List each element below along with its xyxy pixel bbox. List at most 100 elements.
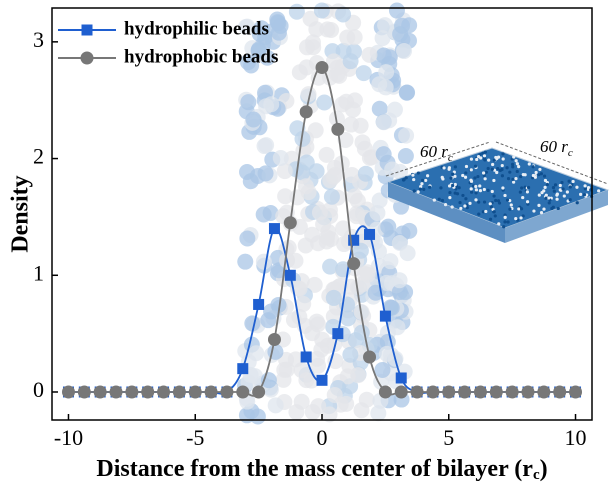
inset-bead — [483, 177, 487, 181]
legend-label: hydrophobic beads — [124, 46, 278, 67]
inset-bead — [484, 170, 488, 174]
inset-bead — [550, 206, 554, 211]
y-axis-label: Density — [8, 175, 34, 252]
inset-bead — [525, 200, 530, 204]
data-point — [61, 385, 75, 399]
legend-marker — [80, 51, 94, 65]
inset-bead — [552, 189, 556, 193]
data-point — [410, 385, 424, 399]
dimension-sub: c — [568, 147, 573, 159]
inset-bead — [531, 165, 535, 169]
inset-bead — [464, 171, 468, 175]
inset-bead — [473, 164, 478, 168]
bead — [397, 147, 414, 164]
bead — [313, 2, 330, 19]
bead — [237, 253, 254, 270]
inset-bead — [544, 196, 548, 200]
data-point — [331, 122, 345, 136]
inset-bead — [537, 203, 541, 207]
data-point — [236, 385, 250, 399]
inset-bead — [475, 157, 479, 162]
data-point — [394, 385, 408, 399]
data-point — [268, 223, 280, 235]
inset-bead — [526, 202, 530, 206]
bead — [272, 149, 289, 166]
inset-bead — [453, 182, 457, 187]
inset-bead — [491, 207, 495, 211]
data-point — [315, 61, 329, 75]
inset-bead — [481, 171, 486, 175]
inset-bead — [495, 156, 499, 161]
inset-bead — [508, 207, 512, 211]
inset-bead — [561, 187, 565, 191]
inset-bead — [597, 189, 601, 193]
bead — [380, 218, 397, 235]
inset-bead — [498, 168, 502, 172]
inset-bead — [451, 172, 455, 176]
bead — [325, 168, 342, 185]
inset-bead — [461, 173, 465, 178]
inset-bead — [404, 176, 408, 180]
inset-bead — [453, 165, 457, 169]
inset-bead — [474, 198, 478, 202]
bead — [308, 313, 325, 330]
data-point — [316, 374, 328, 386]
inset-bead — [508, 170, 512, 174]
bead — [318, 146, 335, 163]
bead — [247, 368, 264, 385]
bead — [306, 276, 323, 293]
inset-bead — [531, 173, 535, 178]
inset-bead — [497, 222, 501, 226]
bead — [316, 94, 333, 111]
dimension-sub: c — [448, 152, 453, 164]
inset-bead — [476, 174, 480, 179]
inset-bead — [547, 196, 551, 200]
bead — [377, 17, 394, 34]
inset-bead — [474, 184, 478, 189]
membrane-side — [388, 182, 505, 243]
inset-bead — [506, 177, 511, 181]
bead — [374, 30, 391, 47]
bead — [357, 165, 374, 182]
data-point — [172, 385, 186, 399]
legend-label: hydrophilic beads — [124, 18, 269, 39]
dimension-text: 60 r — [420, 142, 448, 161]
bead — [244, 315, 261, 332]
inset-membrane: 60 rc 60 rc — [385, 137, 610, 243]
inset-bead — [518, 190, 522, 194]
inset-bead — [534, 170, 538, 175]
inset-bead — [419, 185, 423, 189]
dimension-label: 60 rc — [420, 142, 453, 164]
inset-bead — [543, 178, 548, 183]
bead — [300, 184, 317, 201]
y-tick-label: 2 — [33, 144, 44, 169]
x-tick-label: -10 — [54, 425, 83, 450]
x-label-text: ) — [540, 456, 548, 482]
inset-bead — [447, 167, 451, 171]
bead — [344, 101, 361, 118]
inset-bead — [449, 176, 453, 180]
data-point — [267, 332, 281, 346]
inset-bead — [481, 151, 485, 155]
inset-bead — [543, 185, 547, 189]
inset-bead — [459, 206, 463, 211]
bead — [310, 235, 327, 252]
y-tick-label: 1 — [33, 260, 44, 285]
inset-bead — [501, 152, 505, 156]
bead — [337, 132, 354, 149]
inset-bead — [514, 217, 518, 221]
inset-bead — [477, 212, 481, 216]
inset-bead — [510, 162, 515, 166]
inset-bead — [517, 207, 521, 211]
data-point — [157, 385, 171, 399]
bead — [352, 242, 369, 259]
inset-bead — [503, 220, 507, 224]
bead — [245, 111, 262, 128]
bead — [297, 237, 314, 254]
bead — [256, 138, 273, 155]
inset-bead — [490, 189, 494, 194]
inset-bead — [492, 178, 496, 183]
data-point — [489, 385, 503, 399]
inset-bead — [515, 162, 519, 166]
dimension-label: 60 rc — [540, 137, 573, 159]
